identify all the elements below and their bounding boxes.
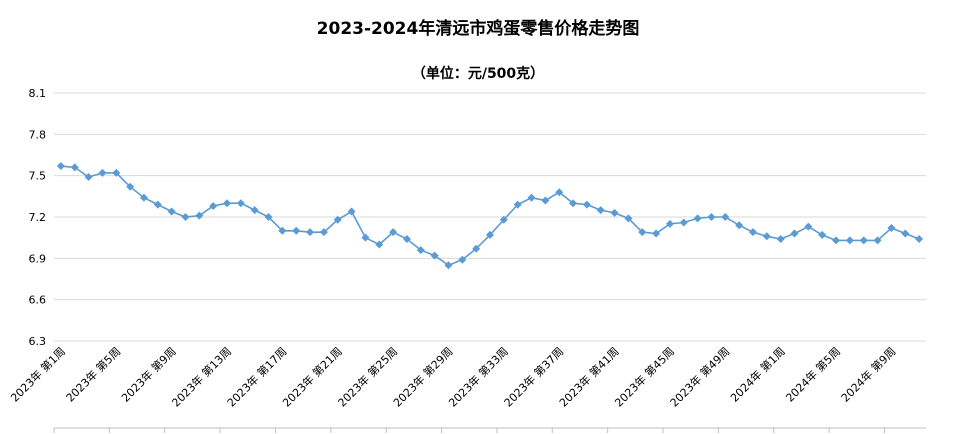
data-point xyxy=(915,235,924,244)
data-point xyxy=(638,228,647,237)
y-tick-label: 7.2 xyxy=(29,211,47,224)
data-point xyxy=(278,226,287,235)
x-tick-label: 2024年 第5周 xyxy=(783,344,843,404)
x-tick-label: 2023年 第9周 xyxy=(118,344,178,404)
data-point xyxy=(665,219,674,228)
series-line-layer xyxy=(60,165,920,267)
y-tick-label: 8.1 xyxy=(29,87,47,100)
data-point xyxy=(707,213,716,221)
data-point xyxy=(84,173,93,182)
data-point xyxy=(624,214,633,223)
data-point xyxy=(139,193,148,202)
x-tick-label: 2024年 第1周 xyxy=(727,344,787,404)
y-axis-ticks: 6.3 6.6 6.9 7.2 7.5 7.8 8.1 xyxy=(29,87,47,348)
x-tick-label: 2023年 第5周 xyxy=(63,344,123,404)
data-point xyxy=(693,214,702,223)
data-point xyxy=(555,188,564,197)
data-point xyxy=(223,199,232,208)
data-point xyxy=(361,233,370,242)
x-tick-label: 2023年 第1周 xyxy=(8,344,68,404)
data-point xyxy=(472,244,481,253)
series-line xyxy=(60,165,920,267)
data-point xyxy=(569,199,578,208)
data-point xyxy=(582,200,591,209)
data-point xyxy=(56,162,65,171)
data-point xyxy=(375,240,384,249)
data-point xyxy=(513,200,522,209)
data-point xyxy=(776,235,785,244)
data-point xyxy=(209,201,218,210)
data-point xyxy=(167,207,176,216)
chart-subtitle: （单位：元/500克） xyxy=(412,65,544,82)
data-point xyxy=(402,235,411,244)
data-point xyxy=(818,230,827,239)
data-point xyxy=(416,246,425,255)
y-tick-label: 6.6 xyxy=(29,294,47,307)
data-point xyxy=(430,251,439,260)
data-point xyxy=(845,236,854,245)
data-point xyxy=(541,196,550,205)
y-tick-label: 6.3 xyxy=(29,335,47,348)
y-tick-label: 7.5 xyxy=(29,170,47,183)
data-point xyxy=(610,208,619,217)
data-point xyxy=(153,200,162,209)
data-point xyxy=(70,163,79,172)
data-point xyxy=(112,168,121,177)
data-point xyxy=(389,228,398,237)
data-point xyxy=(832,236,841,245)
y-tick-label: 7.8 xyxy=(29,128,47,141)
data-point xyxy=(264,213,273,221)
data-point xyxy=(499,215,508,224)
data-point xyxy=(347,207,356,216)
data-point xyxy=(126,182,135,191)
data-point xyxy=(762,232,771,241)
data-point xyxy=(195,211,204,220)
data-point xyxy=(444,261,453,270)
data-point xyxy=(790,229,799,238)
data-point xyxy=(458,255,467,264)
data-point xyxy=(873,236,882,245)
data-point xyxy=(596,206,605,215)
data-point xyxy=(306,228,315,237)
y-tick-label: 6.9 xyxy=(29,252,47,265)
data-point xyxy=(887,224,896,233)
data-point xyxy=(181,213,190,221)
data-point xyxy=(679,218,688,227)
data-point xyxy=(319,228,328,237)
data-point xyxy=(333,215,342,224)
data-point xyxy=(804,222,813,231)
data-point xyxy=(652,229,661,238)
data-point xyxy=(748,228,757,237)
data-point xyxy=(901,229,910,238)
data-point xyxy=(98,168,107,177)
data-point xyxy=(721,213,730,221)
data-point xyxy=(859,236,868,245)
data-point xyxy=(486,230,494,239)
data-point xyxy=(292,226,301,235)
x-axis xyxy=(53,427,926,433)
data-point xyxy=(250,206,259,215)
chart-title: 2023-2024年清远市鸡蛋零售价格走势图 xyxy=(317,18,640,39)
data-point xyxy=(735,221,744,230)
data-point xyxy=(236,199,245,208)
data-point-markers xyxy=(56,162,924,270)
x-tick-label: 2024年 第9周 xyxy=(838,344,898,404)
data-point xyxy=(527,193,536,202)
